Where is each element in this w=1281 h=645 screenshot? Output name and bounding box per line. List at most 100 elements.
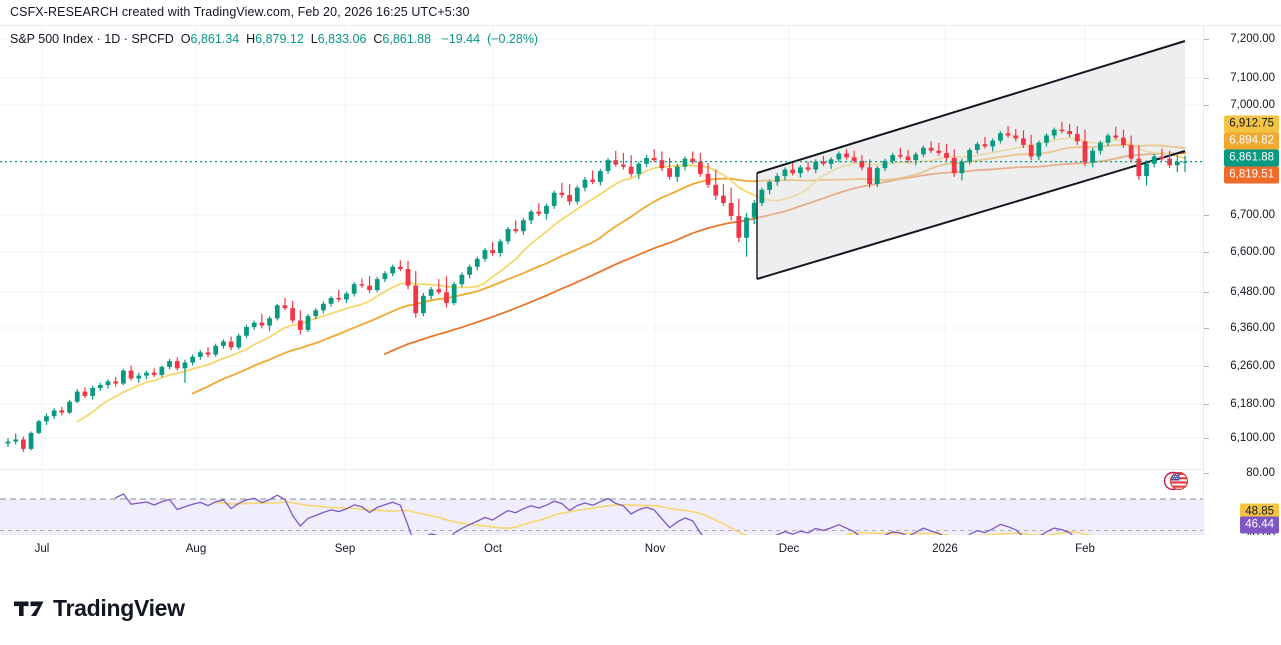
- candle-body: [1090, 150, 1096, 163]
- candle-body: [136, 375, 142, 379]
- price-pane[interactable]: [0, 26, 1203, 467]
- candle-body: [867, 167, 872, 185]
- candle-body: [636, 163, 642, 174]
- candle-body: [597, 171, 603, 182]
- candle-body: [797, 167, 803, 174]
- legend-interval[interactable]: 1D: [104, 32, 121, 46]
- candle-body: [1059, 129, 1065, 132]
- candle-body: [144, 372, 149, 376]
- candle-body: [544, 205, 549, 214]
- candle-body: [413, 285, 419, 314]
- candle-body: [767, 181, 772, 190]
- candle-body: [690, 158, 696, 162]
- candle-body: [51, 410, 57, 417]
- candle-body: [282, 305, 288, 309]
- candle-body: [782, 169, 788, 177]
- candle-body: [1028, 144, 1034, 157]
- candle-body: [805, 167, 811, 170]
- axis-tick: [1204, 438, 1209, 439]
- price-axis-label: 6,600.00: [1230, 246, 1275, 258]
- candle-body: [721, 195, 726, 203]
- candle-body: [390, 266, 396, 274]
- price-axis-tag[interactable]: 6,861.88: [1224, 149, 1279, 167]
- candle-body: [713, 184, 719, 196]
- legend-separator-2: ·: [123, 32, 128, 46]
- rsi-axis-label: 80.00: [1246, 467, 1275, 479]
- rsi-axis-tag[interactable]: 48.85: [1240, 503, 1279, 521]
- price-axis-tag[interactable]: 6,894.82: [1224, 132, 1279, 150]
- candle-body: [97, 385, 103, 388]
- channel-lower-line[interactable]: [756, 150, 1186, 280]
- candle-body: [759, 189, 765, 203]
- candle-body: [1067, 131, 1072, 135]
- legend-high-value: 6,879.12: [255, 32, 304, 46]
- candle-body: [567, 194, 572, 202]
- candle-body: [528, 211, 534, 221]
- candle-body: [444, 292, 449, 304]
- candle-body: [667, 168, 672, 177]
- rsi-axis-tag[interactable]: 46.44: [1240, 516, 1279, 534]
- candle-body: [1159, 156, 1165, 159]
- candle-body: [44, 416, 49, 422]
- candle-body: [328, 297, 334, 304]
- axis-tick: [1204, 292, 1209, 293]
- candle-body: [751, 202, 757, 218]
- attribution-text: CSFX-RESEARCH created with TradingView.c…: [10, 5, 470, 19]
- candle-body: [728, 202, 734, 217]
- time-axis-label: Dec: [778, 543, 800, 555]
- price-axis[interactable]: 7,200.00 7,100.00 7,000.00 6,700.00 6,600.00…: [1203, 26, 1281, 561]
- legend-symbol[interactable]: S&P 500 Index: [10, 32, 94, 46]
- candle-body: [790, 169, 796, 174]
- axis-tick: [1204, 252, 1209, 253]
- candle-body: [382, 273, 388, 280]
- tradingview-logo-icon: [14, 598, 44, 620]
- candle-body: [1105, 135, 1111, 143]
- channel-upper-line[interactable]: [756, 40, 1186, 174]
- candle-body: [359, 284, 365, 286]
- candle-body: [1005, 133, 1011, 136]
- axis-tick: [1204, 404, 1209, 405]
- candle-body: [467, 266, 472, 275]
- legend-change-percent: (−0.28%): [487, 32, 539, 46]
- candle-body: [313, 310, 319, 317]
- tradingview-branding: TradingView: [14, 595, 185, 622]
- candle-body: [1082, 141, 1088, 163]
- candle-body: [521, 220, 526, 232]
- price-chart-canvas[interactable]: [0, 26, 1203, 467]
- candle-body: [536, 211, 542, 214]
- candle-body: [1051, 129, 1057, 136]
- candle-body: [397, 266, 403, 269]
- candle-body: [428, 289, 434, 296]
- candle-body: [851, 157, 857, 161]
- candle-body: [21, 439, 26, 449]
- candle-body: [482, 250, 488, 259]
- candle-body: [236, 335, 242, 348]
- candle-body: [336, 297, 342, 300]
- candle-body: [290, 308, 296, 321]
- us-flag-badge-icon: [1163, 468, 1189, 494]
- candlestick-series[interactable]: [5, 121, 1188, 452]
- candle-body: [405, 268, 411, 286]
- candle-body: [559, 192, 565, 195]
- candle-body: [205, 352, 211, 355]
- candle-body: [951, 157, 957, 174]
- legend-separator-1: ·: [96, 32, 101, 46]
- time-axis[interactable]: Jul Aug Sep Oct Nov Dec 2026 Feb: [0, 535, 1281, 565]
- candle-body: [259, 322, 265, 326]
- candle-body: [774, 176, 780, 182]
- candle-body: [351, 284, 357, 294]
- candle-body: [959, 161, 965, 174]
- legend-high-label: H: [246, 32, 256, 46]
- candle-body: [182, 362, 188, 369]
- price-axis-tag[interactable]: 6,912.75: [1224, 115, 1279, 133]
- price-axis-label: 7,100.00: [1230, 72, 1275, 84]
- legend-close-label: C: [373, 32, 383, 46]
- price-axis-label: 6,360.00: [1230, 322, 1275, 334]
- price-axis-label: 6,260.00: [1230, 360, 1275, 372]
- candle-body: [244, 327, 249, 336]
- candle-body: [1044, 135, 1049, 143]
- candle-body: [1136, 158, 1142, 177]
- axis-tick: [1204, 366, 1209, 367]
- price-axis-tag[interactable]: 6,819.51: [1224, 166, 1279, 184]
- candle-body: [982, 144, 988, 147]
